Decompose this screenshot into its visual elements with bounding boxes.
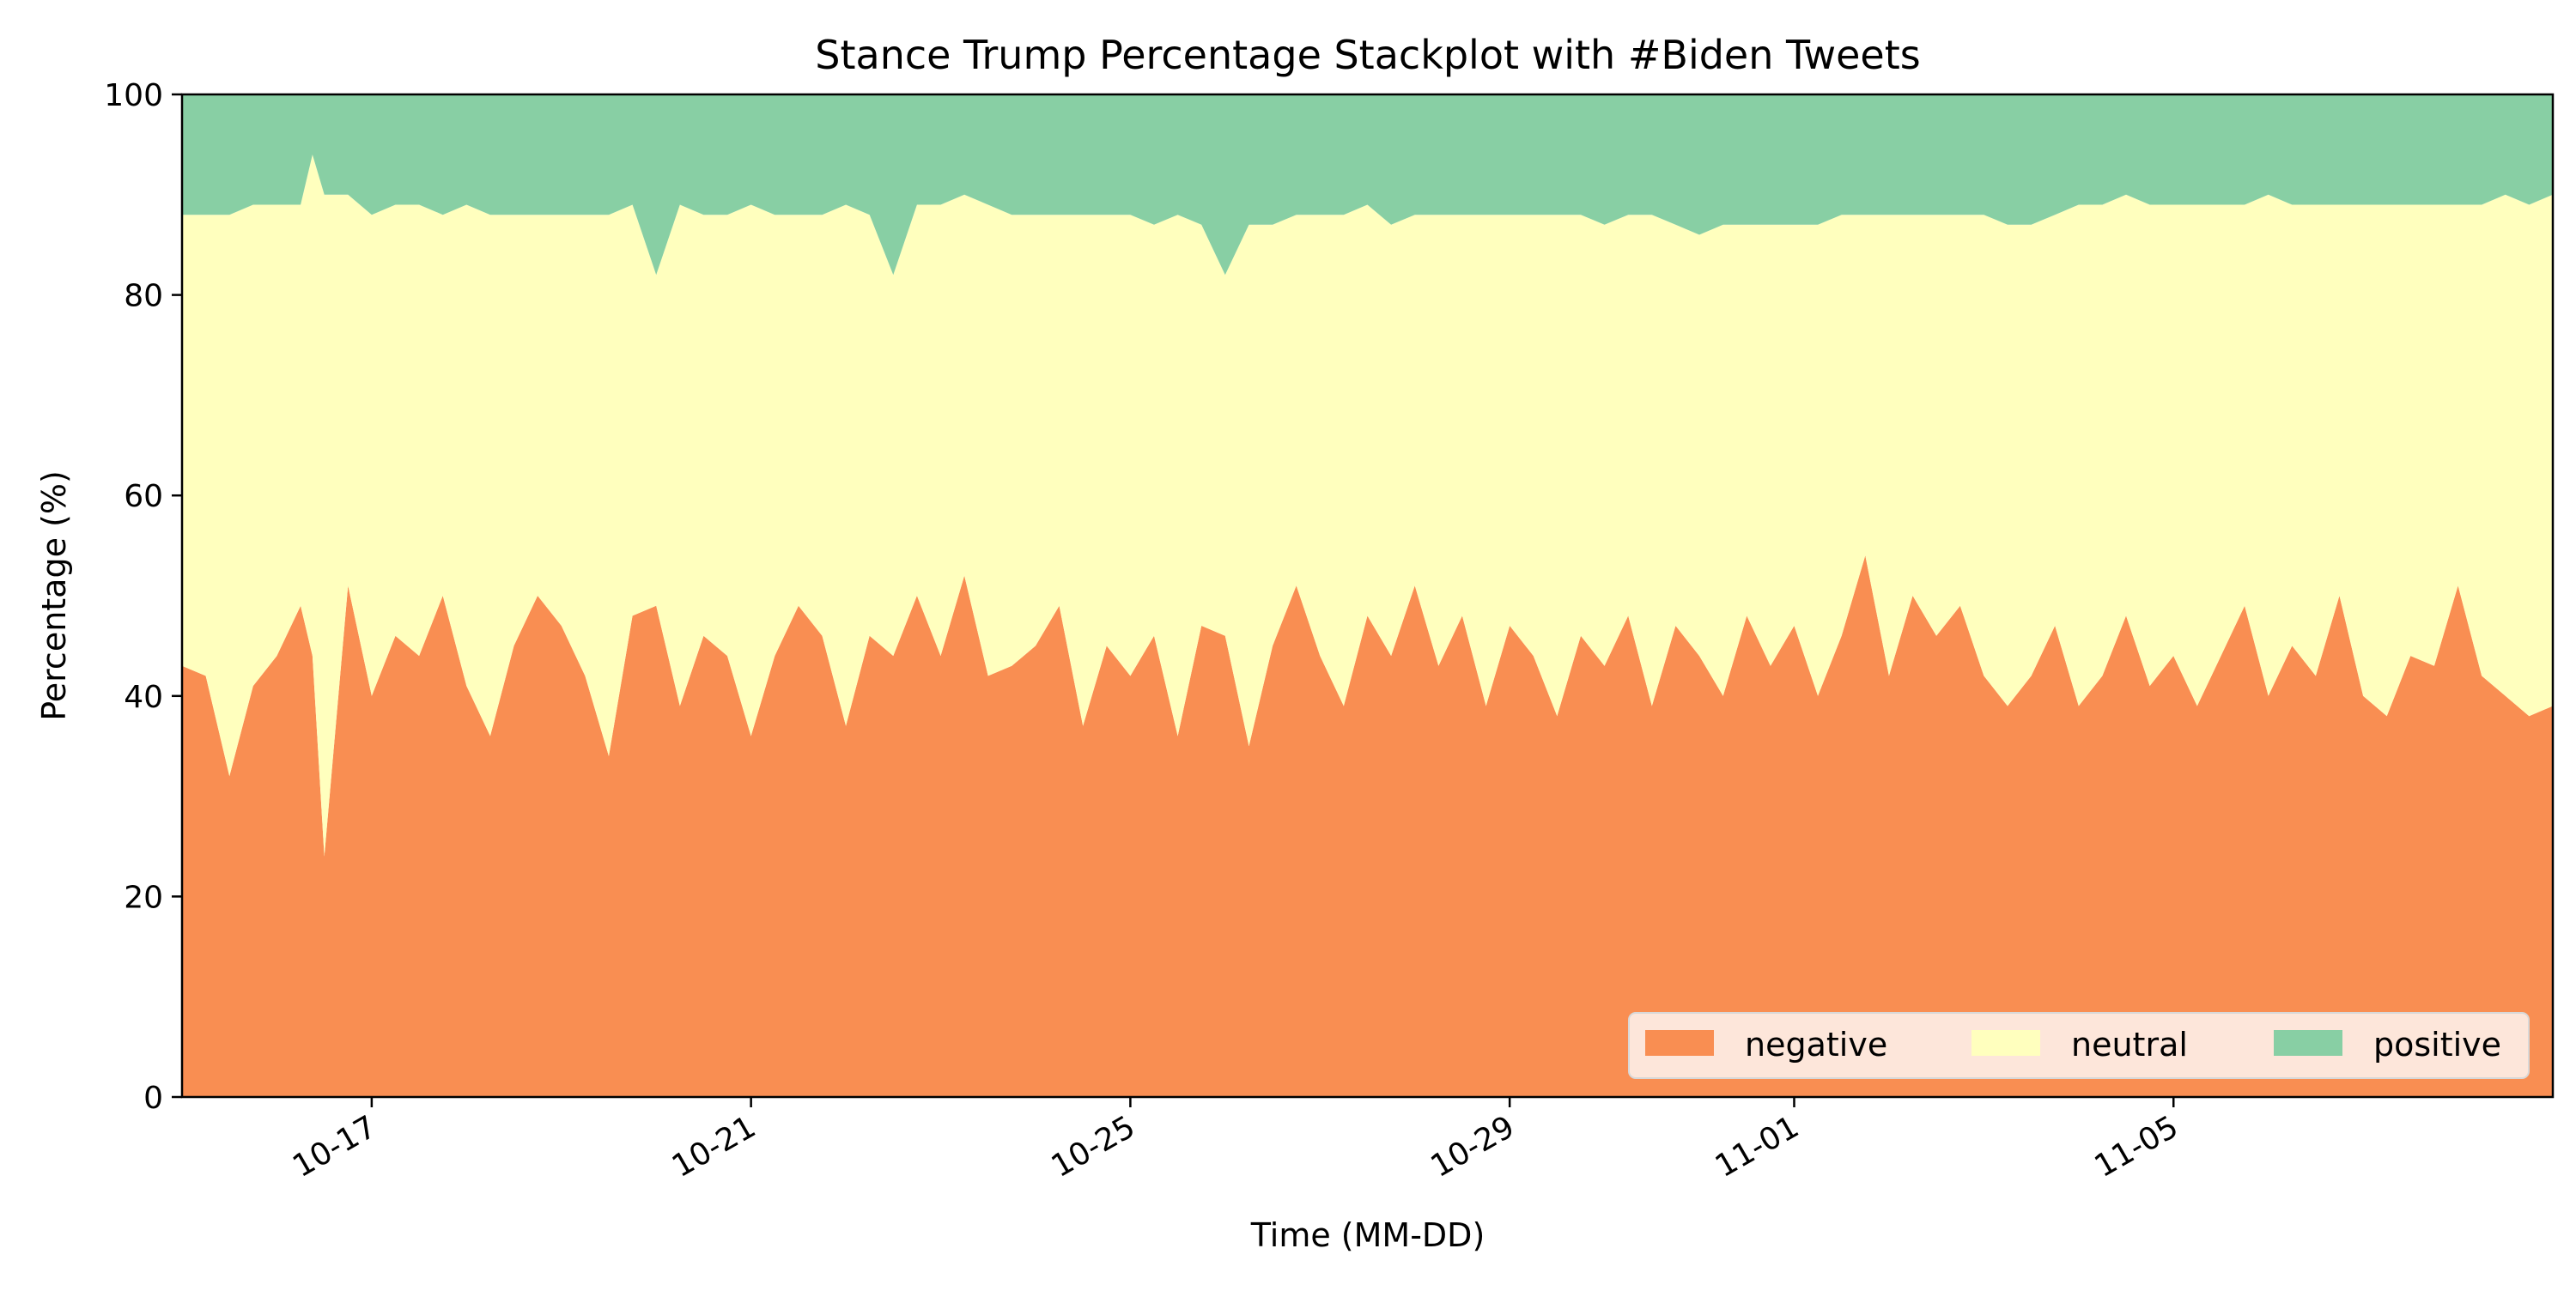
area-negative	[182, 555, 2553, 1097]
area-positive	[182, 94, 2553, 276]
legend-label-neutral: neutral	[2071, 1026, 2188, 1064]
legend-box	[1628, 1012, 2530, 1079]
y-tick-label: 0	[143, 1081, 163, 1116]
y-tick-label: 40	[124, 680, 163, 715]
y-tick-label: 80	[124, 279, 163, 314]
legend-label-positive: positive	[2373, 1026, 2501, 1064]
plot-frame	[180, 93, 2555, 1099]
legend-swatch-negative	[1645, 1030, 1714, 1056]
y-tick-label: 60	[124, 479, 163, 514]
chart-title: Stance Trump Percentage Stackplot with #…	[815, 32, 1920, 78]
y-axis-label: Percentage (%)	[35, 470, 73, 721]
x-axis-label: Time (MM-DD)	[1250, 1216, 1485, 1254]
y-axis: 0 20 40 60 80 100	[104, 78, 182, 1116]
legend-label-negative: negative	[1745, 1026, 1887, 1064]
legend: negative neutral positive	[1628, 1012, 2530, 1079]
legend-swatch-neutral	[1971, 1030, 2040, 1056]
legend-swatch-positive	[2274, 1030, 2342, 1056]
y-tick-label: 20	[124, 880, 163, 915]
legend-items: negative neutral positive	[1645, 1026, 2501, 1064]
area-neutral	[182, 155, 2553, 857]
stack-areas	[182, 94, 2553, 1097]
y-tick-label: 100	[104, 78, 163, 113]
